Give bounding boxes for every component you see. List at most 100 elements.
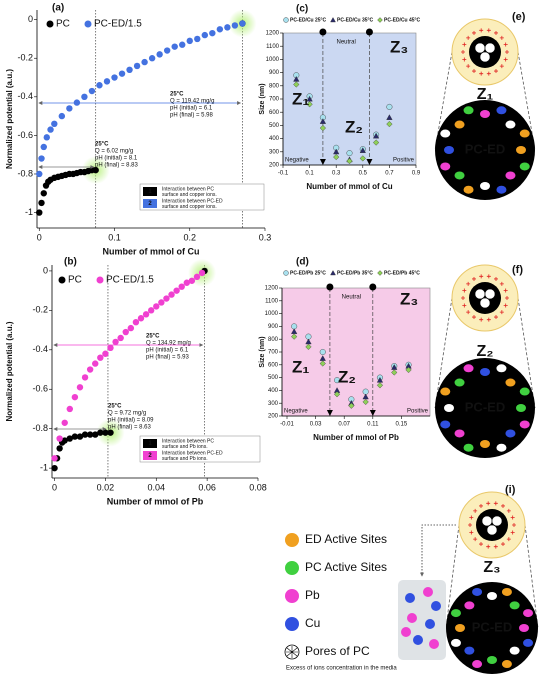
data-point: [58, 112, 66, 120]
reference-bottom-arrow: [366, 159, 373, 165]
active-site: [523, 609, 534, 618]
note-badge: [143, 451, 157, 460]
x-axis-title: Number of mmol of Cu: [306, 182, 392, 191]
data-point: [86, 431, 94, 438]
active-site: [505, 429, 516, 438]
charge-plus: [494, 69, 498, 74]
charge-plus: [506, 537, 511, 542]
pore: [486, 524, 498, 536]
annotation: pH (final) = 5.93: [146, 355, 190, 361]
diagram-tag: (i): [505, 484, 516, 496]
y-tick-label: 400: [268, 388, 279, 394]
x-tick-label: 0.1: [305, 171, 314, 177]
y-tick-label: -0.4: [17, 91, 33, 101]
charge-plus: [472, 315, 476, 320]
note-badge: [143, 187, 157, 196]
note-badge: [143, 199, 157, 208]
data-point: [127, 324, 135, 332]
data-point: [112, 338, 119, 346]
charge-plus: [469, 515, 474, 520]
y-tick-label: 200: [269, 163, 280, 169]
note-text: surface and copper ions.: [162, 192, 217, 198]
y-tick-label: -0.2: [32, 305, 48, 315]
data-point: [359, 147, 366, 153]
active-site: [509, 601, 520, 610]
y-tick-label: 700: [268, 350, 279, 356]
active-site: [454, 120, 465, 129]
y-axis-title: Normalized potential (a.u.): [5, 69, 14, 169]
active-site: [487, 592, 497, 600]
x-tick-label: 0.08: [249, 482, 267, 492]
data-point: [102, 429, 109, 436]
active-site: [440, 129, 451, 138]
y-tick-label: 1000: [265, 311, 279, 317]
region-label: Neutral: [337, 40, 356, 46]
charge-plus: [466, 310, 471, 315]
note-text: Interaction between PC-ED: [162, 450, 223, 456]
charge-plus: [494, 276, 498, 281]
legend-label: PC-ED/Cu 45°C: [384, 17, 421, 23]
notes-box: [139, 183, 265, 211]
data-point: [346, 157, 353, 165]
diagram-tag: (f): [512, 264, 523, 276]
region-label: Positive: [407, 409, 429, 415]
active-site: [480, 182, 490, 190]
charge-plus: [472, 30, 476, 35]
data-point: [103, 78, 111, 85]
y-tick-label: 900: [268, 324, 279, 330]
charge-plus: [466, 64, 471, 69]
zone-label: Z₂: [345, 117, 363, 136]
legend-label: PC-ED/1.5: [106, 275, 154, 286]
data-point: [122, 328, 129, 336]
note-number: 2: [148, 453, 152, 459]
panel-tag: (d): [296, 257, 309, 268]
active-site: [509, 646, 520, 655]
legend-marker: [58, 276, 66, 284]
active-site: [464, 601, 475, 610]
note-text: surface and copper ions.: [162, 204, 217, 210]
ion: [413, 635, 423, 645]
legend-marker: [377, 17, 383, 23]
pore: [481, 515, 493, 527]
note-text: Interaction between PC: [162, 438, 214, 444]
charge-plus: [486, 317, 491, 322]
x-tick-label: 0: [37, 232, 42, 242]
charge-plus: [473, 508, 478, 513]
active-site: [516, 404, 526, 412]
plot-background: [282, 32, 417, 166]
data-point: [188, 277, 196, 284]
data-point: [291, 333, 298, 340]
y-tick-label: 0: [43, 265, 48, 275]
annotation: Q = 6.02 mg/g: [95, 149, 133, 155]
zone-label: Z₁: [292, 357, 309, 376]
charge-plus: [462, 57, 467, 62]
reference-bottom-arrow: [369, 410, 376, 416]
data-point: [216, 26, 224, 33]
charge-plus: [512, 523, 516, 527]
legend-label: Pb: [305, 588, 320, 602]
y-tick-label: 1000: [266, 57, 280, 63]
charge-plus: [505, 50, 509, 54]
data-point: [36, 209, 43, 216]
y-tick-label: -0.6: [32, 384, 48, 394]
y-tick-label: -0.2: [17, 53, 33, 63]
charge-plus: [503, 42, 508, 47]
legend-label: PC: [56, 19, 70, 30]
active-site: [505, 120, 516, 129]
charge-plus: [479, 542, 483, 547]
note-text: Interaction between PC-ED: [162, 198, 223, 204]
y-tick-label: 700: [269, 97, 280, 103]
region-label: Negative: [284, 409, 308, 415]
y-tick-label: 400: [269, 136, 280, 142]
charge-plus: [479, 28, 484, 33]
legend-label: PC-ED/Cu 25°C: [290, 17, 327, 23]
legend-swatch: [285, 617, 299, 631]
annotation: pH (final) = 5.98: [170, 113, 214, 119]
active-site: [480, 110, 490, 118]
legend-marker: [46, 20, 54, 28]
y-tick-label: 500: [269, 123, 280, 129]
data-point: [405, 366, 412, 374]
x-axis-title: Number of mmol of Pb: [107, 496, 204, 506]
charge-plus: [479, 503, 483, 508]
